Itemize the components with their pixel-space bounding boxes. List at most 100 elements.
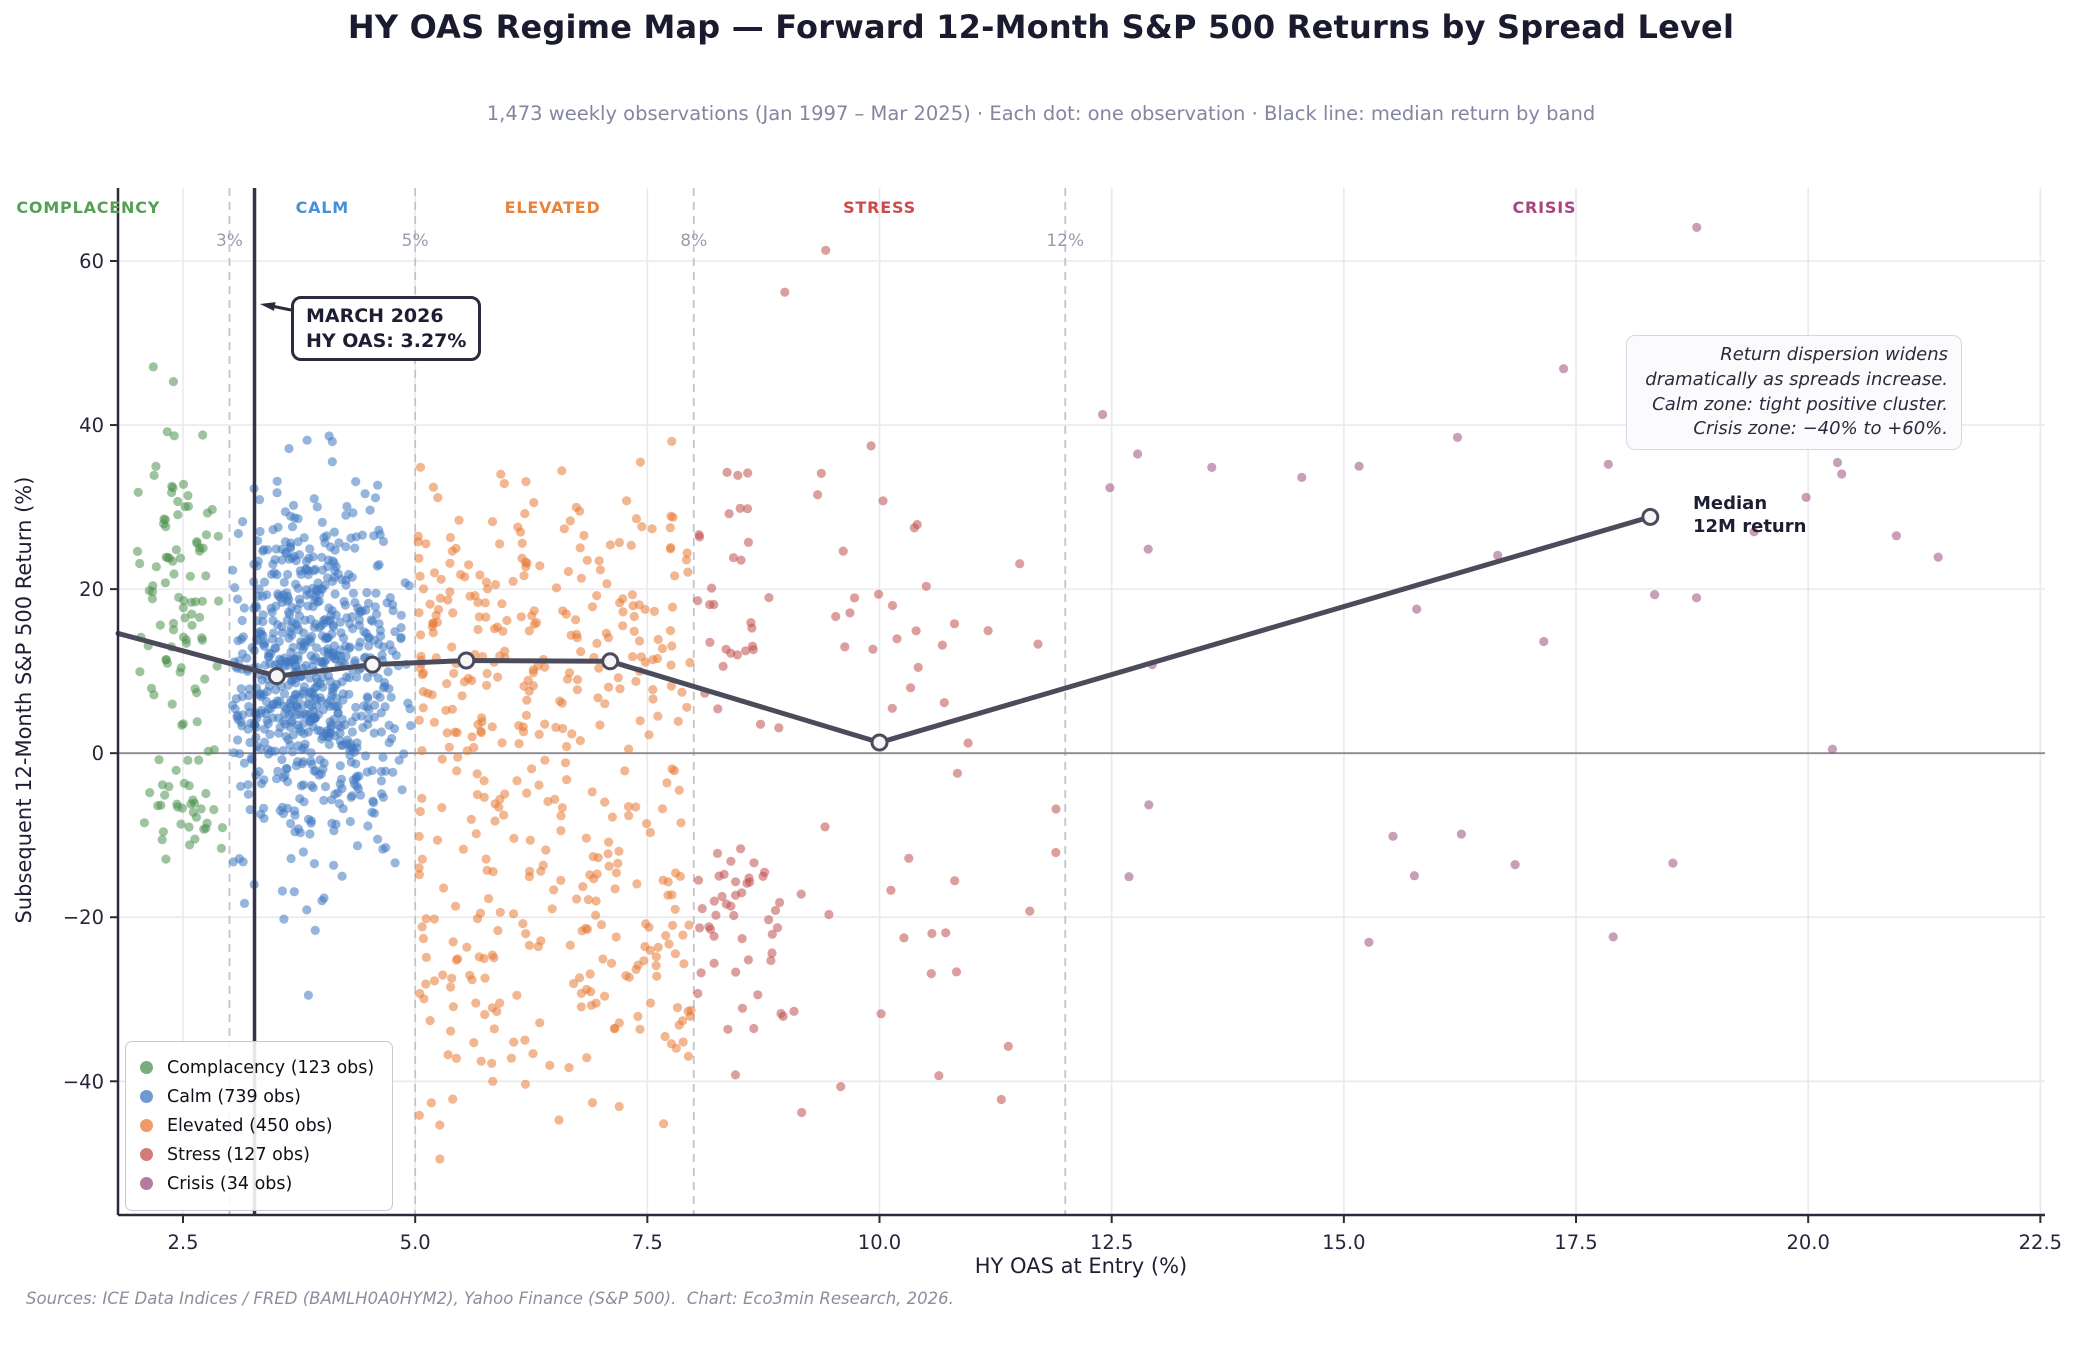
scatter-point-complacency: [158, 827, 168, 837]
scatter-point-elevated: [593, 693, 603, 703]
scatter-point-complacency: [155, 620, 165, 630]
scatter-point-calm: [396, 634, 406, 644]
scatter-point-stress: [886, 885, 896, 895]
scatter-point-calm: [237, 615, 247, 626]
scatter-point-elevated: [594, 663, 604, 673]
scatter-point-elevated: [618, 621, 628, 631]
scatter-point-elevated: [648, 694, 658, 704]
scatter-point-complacency: [188, 807, 198, 818]
scatter-point-calm: [320, 782, 331, 792]
scatter-point-calm: [293, 655, 303, 665]
scatter-point-elevated: [450, 901, 461, 911]
scatter-point-elevated: [531, 618, 542, 628]
scatter-point-calm: [396, 610, 406, 620]
scatter-point-elevated: [473, 597, 483, 608]
scatter-point-calm: [228, 565, 238, 575]
scatter-point-elevated: [639, 956, 649, 966]
scatter-point-elevated: [657, 804, 668, 814]
scatter-point-calm: [320, 580, 330, 591]
scatter-point-elevated: [582, 924, 593, 935]
scatter-point-elevated: [629, 611, 639, 622]
scatter-point-calm: [258, 610, 268, 620]
scatter-point-elevated: [466, 814, 476, 825]
scatter-point-stress: [926, 969, 936, 979]
scatter-point-elevated: [508, 576, 518, 587]
scatter-point-calm: [317, 896, 327, 906]
scatter-point-calm: [273, 713, 284, 723]
legend-item-1: Calm (739 obs): [140, 1082, 374, 1111]
scatter-point-calm: [362, 767, 372, 777]
scatter-point-calm: [363, 598, 374, 609]
scatter-point-calm: [329, 527, 339, 537]
scatter-point-stress: [1051, 847, 1061, 858]
scatter-point-calm: [367, 807, 377, 817]
legend-item-label: Stress (127 obs): [167, 1144, 310, 1165]
scatter-point-elevated: [600, 797, 610, 807]
scatter-point-elevated: [480, 1009, 490, 1020]
scatter-point-complacency: [194, 755, 204, 765]
scatter-point-elevated: [685, 1011, 695, 1021]
scatter-point-stress: [705, 924, 716, 934]
scatter-point-elevated: [429, 717, 439, 727]
scatter-point-crisis: [1409, 871, 1419, 881]
scatter-point-elevated: [562, 741, 572, 752]
scatter-point-elevated: [528, 1049, 538, 1059]
scatter-point-complacency: [178, 719, 188, 729]
scatter-point-elevated: [529, 498, 539, 508]
scatter-point-complacency: [132, 546, 143, 557]
y-tick-label: −20: [63, 906, 104, 929]
dispersion-line-3: Calm zone: tight positive cluster.: [1652, 393, 1948, 415]
scatter-point-elevated: [587, 787, 597, 797]
legend-item-0: Complacency (123 obs): [140, 1053, 374, 1082]
scatter-point-complacency: [190, 684, 200, 694]
scatter-point-elevated: [614, 1101, 624, 1112]
scatter-point-elevated: [624, 811, 634, 821]
scatter-point-calm: [317, 565, 328, 575]
scatter-point-elevated: [623, 802, 634, 812]
scatter-point-elevated: [595, 720, 605, 730]
scatter-point-calm: [260, 660, 270, 670]
scatter-point-elevated: [547, 904, 557, 914]
scatter-point-stress: [764, 915, 774, 925]
legend-dot-icon: [140, 1090, 153, 1103]
scatter-point-calm: [347, 727, 357, 737]
scatter-point-elevated: [545, 1060, 555, 1070]
scatter-point-elevated: [607, 812, 618, 822]
scatter-point-elevated: [447, 546, 457, 556]
scatter-point-complacency: [191, 597, 201, 607]
scatter-point-elevated: [415, 806, 425, 817]
x-tick-label: 7.5: [632, 1231, 663, 1254]
scatter-point-elevated: [575, 543, 585, 553]
scatter-point-elevated: [426, 1098, 436, 1108]
scatter-point-calm: [337, 871, 347, 881]
scatter-point-elevated: [527, 764, 537, 774]
scatter-point-elevated: [492, 1006, 502, 1017]
median-label-line2: 12M return: [1693, 516, 1807, 538]
scatter-point-calm: [334, 538, 344, 548]
scatter-point-elevated: [465, 591, 475, 601]
scatter-point-calm: [344, 643, 354, 654]
scatter-point-calm: [243, 789, 253, 799]
scatter-point-elevated: [562, 775, 572, 785]
scatter-point-elevated: [444, 742, 454, 752]
scatter-point-elevated: [569, 978, 579, 989]
scatter-point-elevated: [600, 991, 610, 1001]
scatter-point-elevated: [482, 668, 492, 679]
scatter-point-elevated: [429, 568, 440, 578]
scatter-point-calm: [286, 511, 296, 521]
scatter-point-crisis: [1510, 860, 1520, 870]
scatter-point-elevated: [557, 803, 567, 813]
scatter-point-elevated: [670, 571, 680, 581]
scatter-point-elevated: [642, 819, 652, 829]
scatter-point-calm: [313, 578, 323, 588]
scatter-point-elevated: [509, 833, 519, 844]
scatter-point-elevated: [517, 553, 527, 563]
scatter-point-complacency: [181, 638, 191, 648]
zone-label-crisis: CRISIS: [1513, 198, 1577, 217]
scatter-point-calm: [277, 628, 287, 638]
scatter-point-elevated: [682, 548, 692, 558]
scatter-point-stress: [874, 589, 884, 599]
scatter-point-complacency: [144, 586, 154, 596]
scatter-point-complacency: [175, 553, 186, 563]
scatter-point-calm: [254, 767, 264, 777]
